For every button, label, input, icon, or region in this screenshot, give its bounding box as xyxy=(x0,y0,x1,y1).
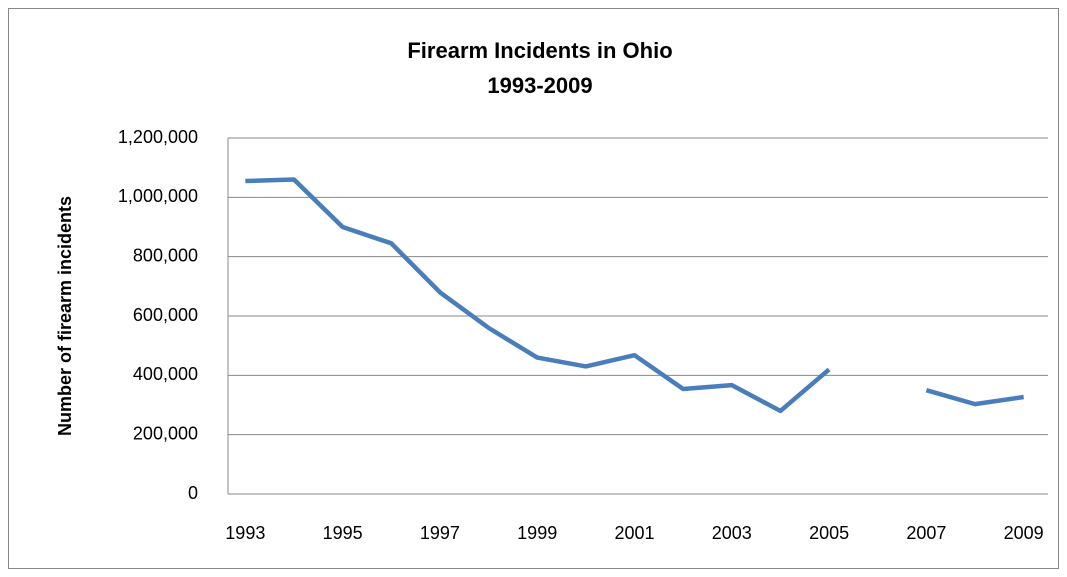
line xyxy=(925,388,1025,407)
x-tick-label: 1995 xyxy=(323,523,363,543)
y-tick-label: 0 xyxy=(188,483,198,503)
chart-border xyxy=(8,8,1059,569)
x-tick-label: 2007 xyxy=(906,523,946,543)
x-tick-label: 1993 xyxy=(225,523,265,543)
y-tick-label: 1,200,000 xyxy=(118,127,198,147)
y-tick-label: 200,000 xyxy=(133,423,198,443)
chart-subtitle: 1993-2009 xyxy=(487,73,592,98)
y-tick-label: 400,000 xyxy=(133,364,198,384)
y-tick-label: 600,000 xyxy=(133,305,198,325)
line xyxy=(245,177,831,414)
x-tick-label: 2005 xyxy=(809,523,849,543)
x-tick-label: 1999 xyxy=(517,523,557,543)
y-tick-label: 1,000,000 xyxy=(118,186,198,206)
chart-title: Firearm Incidents in Ohio xyxy=(407,38,672,63)
y-tick-label: 800,000 xyxy=(133,245,198,265)
x-tick-label: 2001 xyxy=(614,523,654,543)
x-tick-label: 2009 xyxy=(1004,523,1044,543)
x-tick-label: 2003 xyxy=(712,523,752,543)
x-tick-label: 1997 xyxy=(420,523,460,543)
y-axis-label: Number of firearm incidents xyxy=(55,196,75,436)
